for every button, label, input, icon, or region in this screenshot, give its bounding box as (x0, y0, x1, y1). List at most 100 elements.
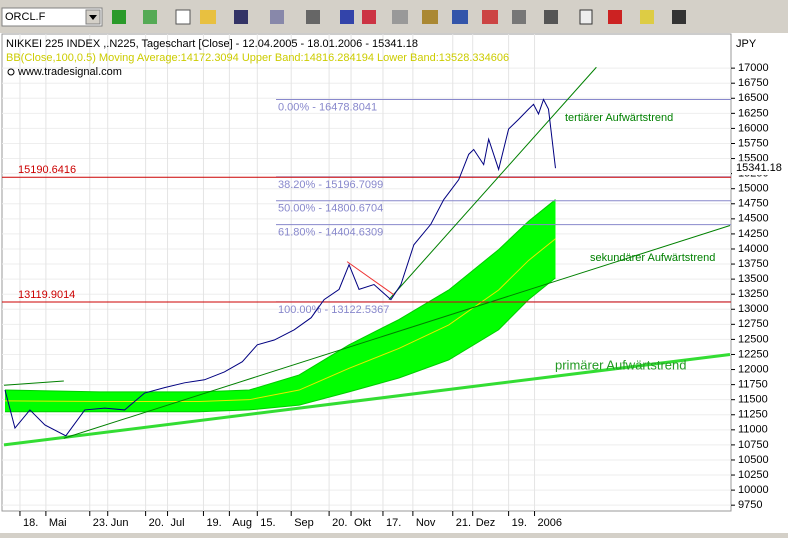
chart-subtitle: BB(Close,100,0.5) Moving Average:14172.3… (6, 52, 509, 64)
y-tick-label: 14750 (738, 198, 769, 210)
icon[interactable] (672, 10, 686, 24)
y-tick-label: 9750 (738, 499, 762, 511)
symbol-box[interactable] (1, 7, 103, 27)
upper-band (4, 199, 556, 393)
last-value-box (732, 161, 786, 176)
y-tick-label: 13000 (738, 303, 769, 315)
icon[interactable] (640, 10, 654, 24)
y-tick-label: 11750 (738, 379, 768, 391)
y-tick-label: 14500 (738, 213, 769, 225)
icon[interactable] (306, 10, 320, 24)
y-tick-label: 10250 (738, 469, 769, 481)
fib-label: 38.20% - 15196.7099 (278, 179, 383, 191)
price-line-label: 13119.9014 (18, 289, 75, 301)
y-tick-label: 11500 (738, 394, 768, 406)
icon[interactable] (422, 10, 438, 24)
x-tick-label: 19. (206, 517, 221, 529)
icon[interactable] (340, 10, 354, 24)
y-tick-label: 14000 (738, 243, 769, 255)
icon[interactable] (362, 10, 376, 24)
axes: 9750 10000 10250 10500 10750 11000 11250 11500 1… (19, 62, 786, 529)
x-tick-label: 20. (149, 517, 164, 529)
y-axis-label: JPY (736, 38, 757, 50)
y-tick-label: 16250 (738, 107, 769, 119)
source: www.tradesignal.com (17, 66, 122, 78)
x-tick-label: 23. (93, 517, 108, 529)
trendline-label: sekundärer Aufwärtstrend (590, 252, 715, 264)
symbol-text: ORCL.F (5, 11, 46, 23)
trendline (3, 352, 731, 447)
y-tick-label: 12000 (738, 363, 769, 375)
icon[interactable] (579, 9, 593, 25)
x-tick-label: Mai (49, 517, 67, 529)
y-tick-label: 13250 (738, 288, 769, 300)
x-tick-label: 19. (512, 517, 527, 529)
icon[interactable] (234, 10, 248, 24)
y-tick-label: 12500 (738, 333, 769, 345)
y-tick-label: 10500 (738, 454, 769, 466)
y-tick-label: 12750 (738, 318, 769, 330)
x-tick-label: Jul (171, 517, 185, 529)
y-tick-label: 13750 (738, 258, 769, 270)
fib-label: 61.80% - 14404.6309 (278, 226, 383, 238)
icon[interactable] (608, 10, 622, 24)
x-tick-label: 17. (386, 517, 401, 529)
icon[interactable] (175, 9, 191, 25)
trendline-label: primärer Aufwärtstrend (555, 358, 687, 373)
trendline (346, 261, 395, 296)
x-tick-label: Aug (232, 517, 252, 529)
y-tick-label: 10750 (738, 439, 769, 451)
toolbar-icons (112, 9, 686, 25)
x-tick-label: Nov (416, 517, 436, 529)
y-tick-label: 10000 (738, 484, 769, 496)
y-tick-label: 16000 (738, 122, 769, 134)
plot: 0.00% - 16478.8041 38.20% - 15196.7099 50.… (2, 66, 731, 447)
icon[interactable] (512, 10, 526, 24)
y-tick-label: 16750 (738, 77, 769, 89)
trendline (63, 224, 731, 439)
icon[interactable] (270, 10, 284, 24)
band-fill (4, 199, 556, 412)
y-tick-label: 11250 (738, 409, 768, 421)
x-tick-label: 18. (23, 517, 38, 529)
trendline (3, 380, 64, 386)
x-tick-label: Jun (111, 517, 129, 529)
x-tick-label: Dez (476, 517, 496, 529)
icon[interactable] (544, 10, 558, 24)
x-tick-label: 21. (456, 517, 471, 529)
icon[interactable] (200, 10, 216, 24)
y-tick-label: 15000 (738, 183, 769, 195)
icon[interactable] (452, 10, 468, 24)
y-tick-label: 11000 (738, 424, 768, 436)
y-tick-label: 16500 (738, 92, 769, 104)
chart-title: NIKKEI 225 INDEX ,.N225, Tageschart [Clo… (6, 38, 418, 50)
y-tick-label: 14250 (738, 228, 769, 240)
lower-band (4, 277, 556, 413)
icon[interactable] (482, 10, 498, 24)
fib-label: 0.00% - 16478.8041 (278, 101, 377, 113)
icon[interactable] (143, 10, 157, 24)
source-icon (7, 68, 15, 76)
x-tick-label: Sep (294, 517, 314, 529)
price-line-series (4, 98, 556, 437)
moving-average (4, 238, 556, 402)
fib-label: 50.00% - 14800.6704 (278, 203, 383, 215)
y-tick-label: 17000 (738, 62, 769, 74)
icon[interactable] (392, 10, 408, 24)
fib-label: 100.00% - 13122.5367 (278, 304, 389, 316)
y-tick-label: 12250 (738, 348, 769, 360)
price-line-label: 15190.6416 (18, 164, 76, 176)
dropdown-arrow (89, 15, 97, 20)
trendline-label: tertiärer Aufwärtstrend (565, 112, 673, 124)
x-tick-label: 20. (332, 517, 347, 529)
trendline (388, 66, 597, 300)
y-tick-label: 15750 (738, 137, 769, 149)
x-tick-label: 15. (260, 517, 275, 529)
y-tick-label: 13500 (738, 273, 769, 285)
icon[interactable] (112, 10, 126, 24)
x-tick-label: 2006 (538, 517, 562, 529)
last-value-label: 15341.18 (736, 162, 782, 174)
x-tick-label: Okt (354, 517, 371, 529)
